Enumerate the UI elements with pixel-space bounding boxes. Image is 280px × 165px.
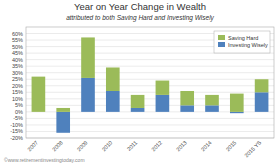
x-tick-label: 2008 [51, 139, 64, 152]
legend-entry: Investing Wisely [228, 42, 268, 48]
y-tick-label: 40% [12, 57, 23, 63]
bar [32, 77, 46, 112]
grid-line [26, 66, 274, 67]
y-tick-label: -15% [10, 128, 23, 134]
y-tick-label: -5% [13, 115, 23, 121]
x-tick-label: 2007 [26, 139, 39, 152]
chart-container: Year on Year Change in Wealth attributed … [0, 0, 280, 165]
bar [81, 78, 95, 112]
bar [255, 92, 269, 112]
legend-swatch [218, 42, 225, 47]
bar [56, 108, 70, 112]
grid-line [26, 79, 274, 80]
grid-line [26, 92, 274, 93]
bar [106, 91, 120, 112]
y-tick-label: 15% [12, 89, 23, 95]
y-tick-label: 50% [12, 44, 23, 50]
bar [230, 112, 244, 113]
y-tick-label: 35% [12, 63, 23, 69]
y-tick-label: 45% [12, 50, 23, 56]
grid-line [26, 85, 274, 86]
bar [230, 94, 244, 112]
bar [156, 81, 170, 95]
x-tick-label: 2009 [76, 139, 89, 152]
title: Year on Year Change in Wealth [74, 1, 206, 12]
grid-line [26, 72, 274, 73]
legend: Saving HardInvesting Wisely [214, 31, 270, 53]
y-tick-label: 20% [12, 83, 23, 89]
x-tick-label: 2014 [200, 139, 213, 152]
bar [180, 91, 194, 105]
y-tick-label: 0% [15, 109, 23, 115]
y-tick-label: 30% [12, 70, 23, 76]
y-tick-label: 5% [15, 102, 23, 108]
bar [180, 105, 194, 112]
bar [81, 37, 95, 77]
legend-swatch [218, 35, 225, 40]
bar [56, 112, 70, 133]
x-tick-label: 2015 [225, 139, 238, 152]
bar [255, 79, 269, 92]
watermark: ©www.retirementinvestingtoday.com [4, 157, 85, 163]
bar [131, 95, 145, 108]
x-tick-label: 2010 [101, 139, 114, 152]
plot-frame [26, 27, 274, 138]
bar [205, 105, 219, 112]
chart: Year on Year Change in Wealth attributed … [0, 0, 280, 165]
legend-box [214, 31, 270, 53]
x-tick-label: 2015 YS [243, 139, 262, 158]
subtitle: attributed to both Saving Hard and Inves… [66, 14, 214, 22]
grid-line [26, 59, 274, 60]
y-tick-label: -20% [10, 135, 23, 141]
y-tick-label: 25% [12, 76, 23, 82]
x-tick-label: 2013 [175, 139, 188, 152]
x-tick-label: 2011 [126, 139, 139, 152]
y-tick-label: 55% [12, 37, 23, 43]
bar [131, 108, 145, 112]
x-tick-label: 2012 [150, 139, 163, 152]
bar [106, 67, 120, 91]
bar [205, 95, 219, 105]
y-tick-label: -10% [10, 122, 23, 128]
y-tick-label: 60% [12, 31, 23, 37]
y-tick-label: 10% [12, 96, 23, 102]
legend-entry: Saving Hard [228, 35, 258, 41]
bar [156, 95, 170, 112]
